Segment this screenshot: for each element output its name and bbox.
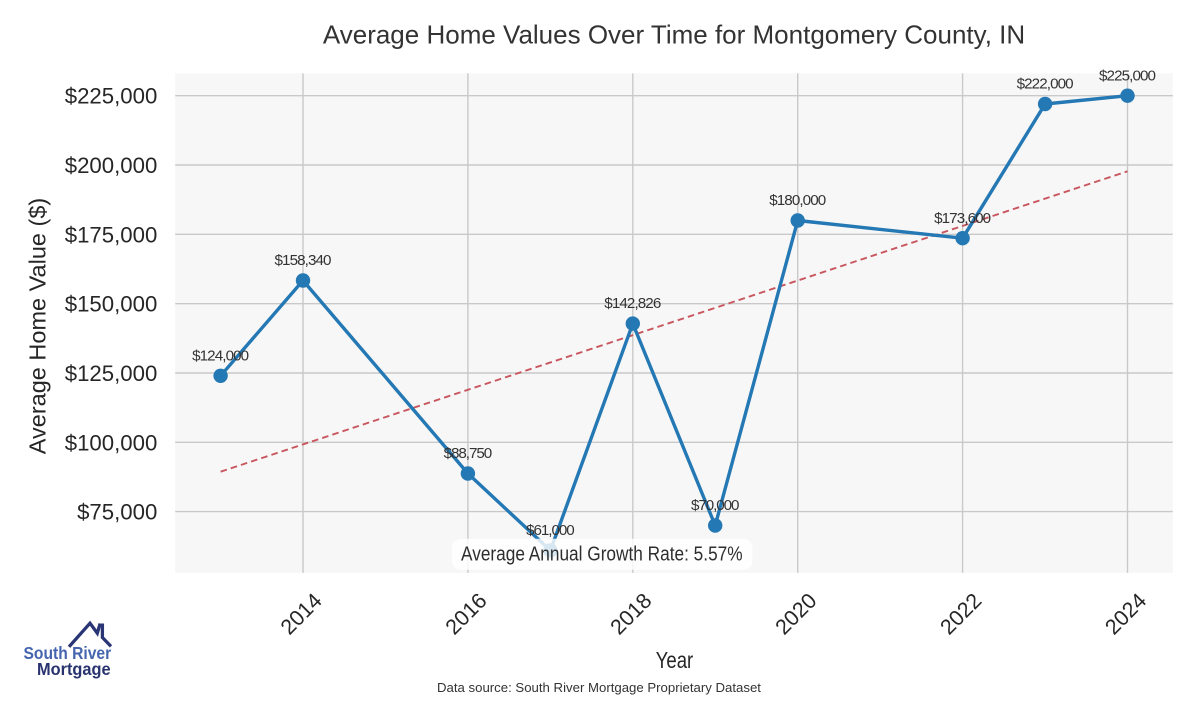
svg-text:$75,000: $75,000 [77, 500, 157, 525]
svg-text:$173,600: $173,600 [934, 210, 991, 227]
svg-text:$200,000: $200,000 [65, 153, 158, 178]
svg-text:Average Home Value ($): Average Home Value ($) [25, 198, 51, 454]
svg-text:$222,000: $222,000 [1017, 76, 1074, 93]
svg-text:$180,000: $180,000 [769, 192, 826, 209]
svg-text:Average Home Values Over Time: Average Home Values Over Time for Montgo… [323, 20, 1025, 50]
svg-text:$225,000: $225,000 [65, 84, 158, 109]
svg-text:$225,000: $225,000 [1099, 67, 1156, 84]
svg-text:Average Annual Growth Rate: 5.: Average Annual Growth Rate: 5.57% [461, 543, 743, 565]
svg-text:$142,826: $142,826 [604, 295, 661, 312]
svg-text:$70,000: $70,000 [691, 497, 740, 514]
svg-text:$175,000: $175,000 [65, 222, 158, 247]
svg-text:$124,000: $124,000 [192, 347, 249, 364]
svg-text:Data source: South River Mortg: Data source: South River Mortgage Propri… [437, 680, 761, 695]
svg-text:$150,000: $150,000 [65, 292, 158, 317]
svg-text:$61,000: $61,000 [526, 522, 575, 539]
svg-text:$158,340: $158,340 [275, 252, 332, 269]
svg-text:Mortgage: Mortgage [37, 659, 111, 679]
svg-text:$88,750: $88,750 [444, 445, 493, 462]
svg-text:Year: Year [656, 647, 694, 673]
svg-text:$100,000: $100,000 [65, 430, 158, 455]
svg-text:$125,000: $125,000 [65, 361, 158, 386]
svg-text:South River: South River [24, 643, 112, 663]
